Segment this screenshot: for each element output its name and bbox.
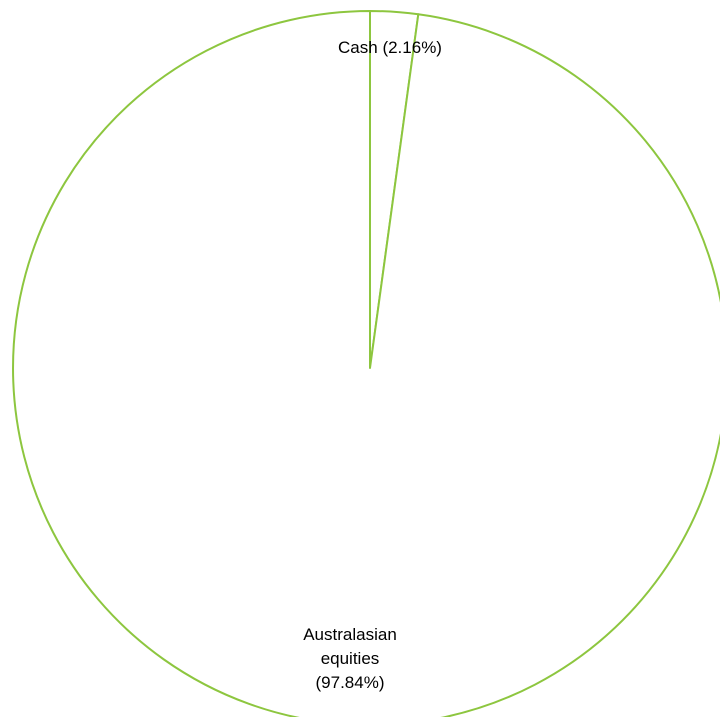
pie-slice-label-australasian-equities: Australasian equities (97.84%) bbox=[303, 625, 397, 692]
labels-layer: Cash (2.16%) Australasian equities (97.84%) bbox=[303, 38, 442, 692]
pie-slice-label-line: Cash (2.16%) bbox=[338, 38, 442, 57]
pie-slice-label-line: (97.84%) bbox=[316, 673, 385, 692]
pie-slice-australasian-equities bbox=[12, 10, 720, 722]
pie-slice-label-line: equities bbox=[321, 649, 380, 668]
pie-slice-label-line: Australasian bbox=[303, 625, 397, 644]
slices-layer bbox=[12, 10, 720, 722]
pie-slice-label-cash: Cash (2.16%) bbox=[338, 38, 442, 57]
